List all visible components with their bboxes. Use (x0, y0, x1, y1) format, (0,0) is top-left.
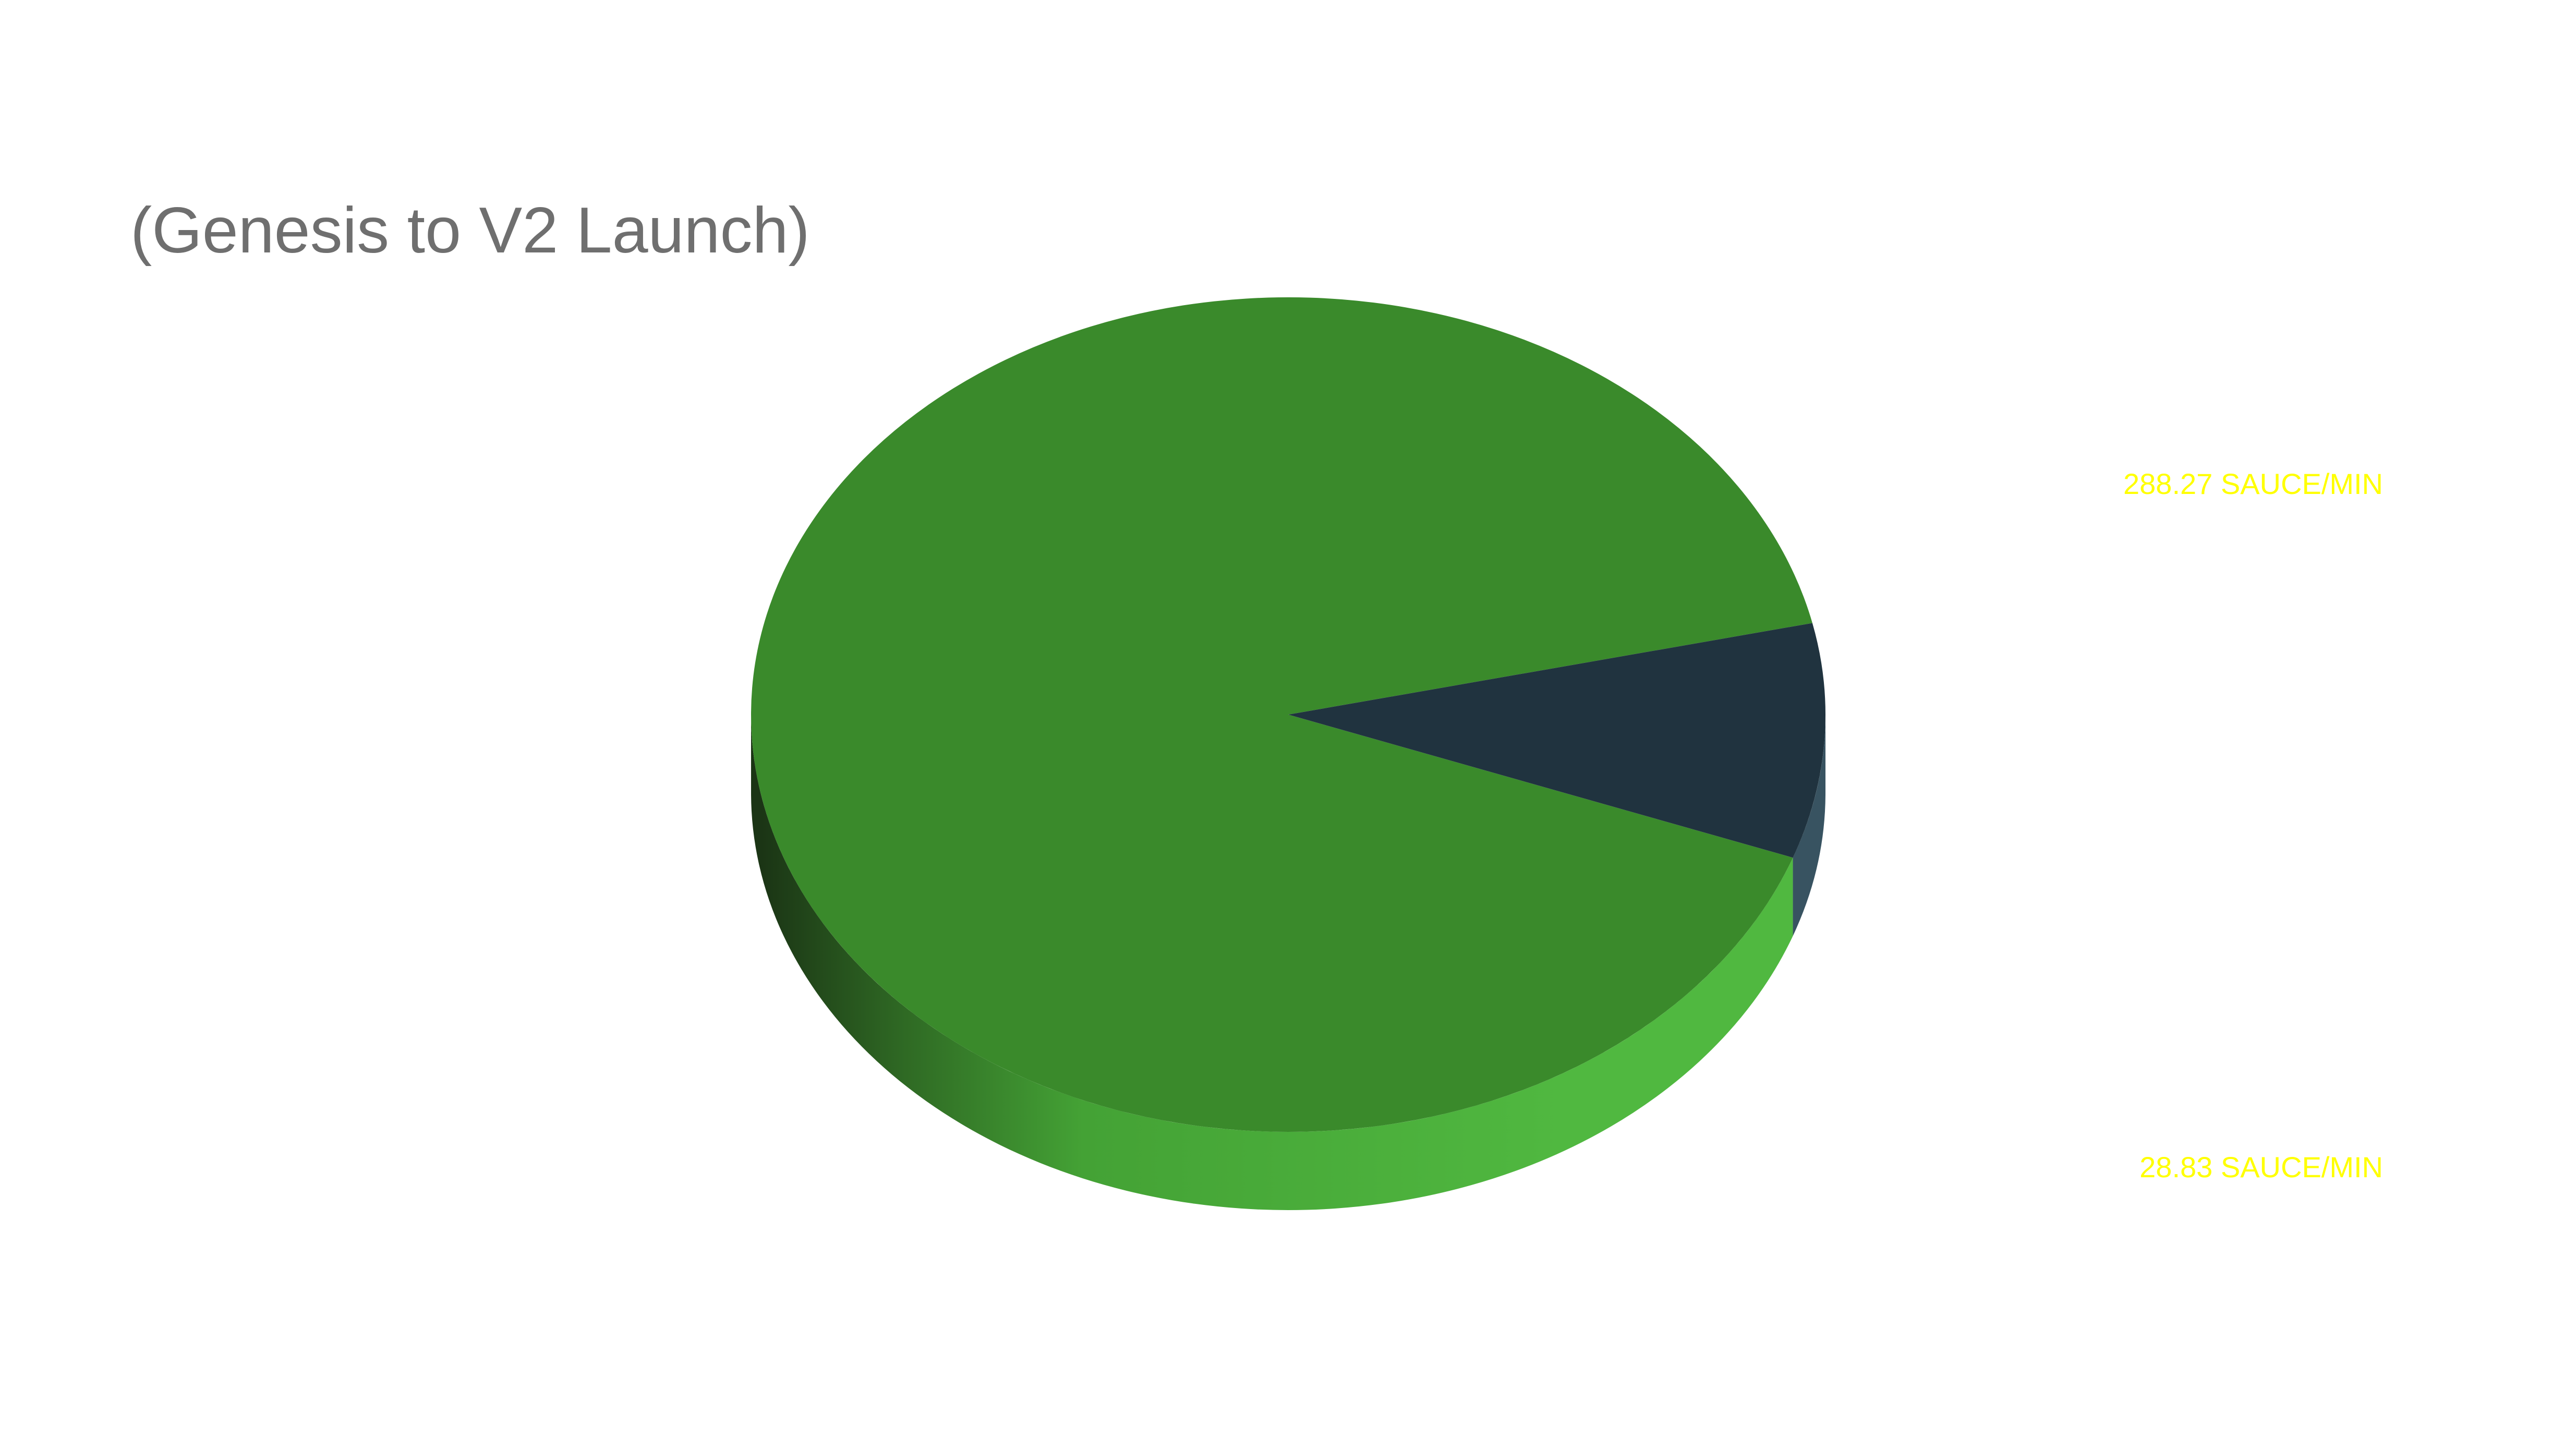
chart-subtitle: (Genesis to V2 Launch) (130, 195, 810, 267)
slice-label-small: 28.83 SAUCE/MIN (2139, 1151, 2383, 1184)
pie-side-wall (751, 715, 1825, 1211)
pie-top-face (751, 297, 1825, 1132)
slice-label-large: 288.27 SAUCE/MIN (2123, 467, 2383, 500)
pie-side-slice-0 (751, 715, 1793, 1211)
pie-slice-1 (1288, 623, 1825, 858)
pie-slice-0 (751, 297, 1812, 1132)
pie-side-slice-1 (1793, 715, 1825, 936)
